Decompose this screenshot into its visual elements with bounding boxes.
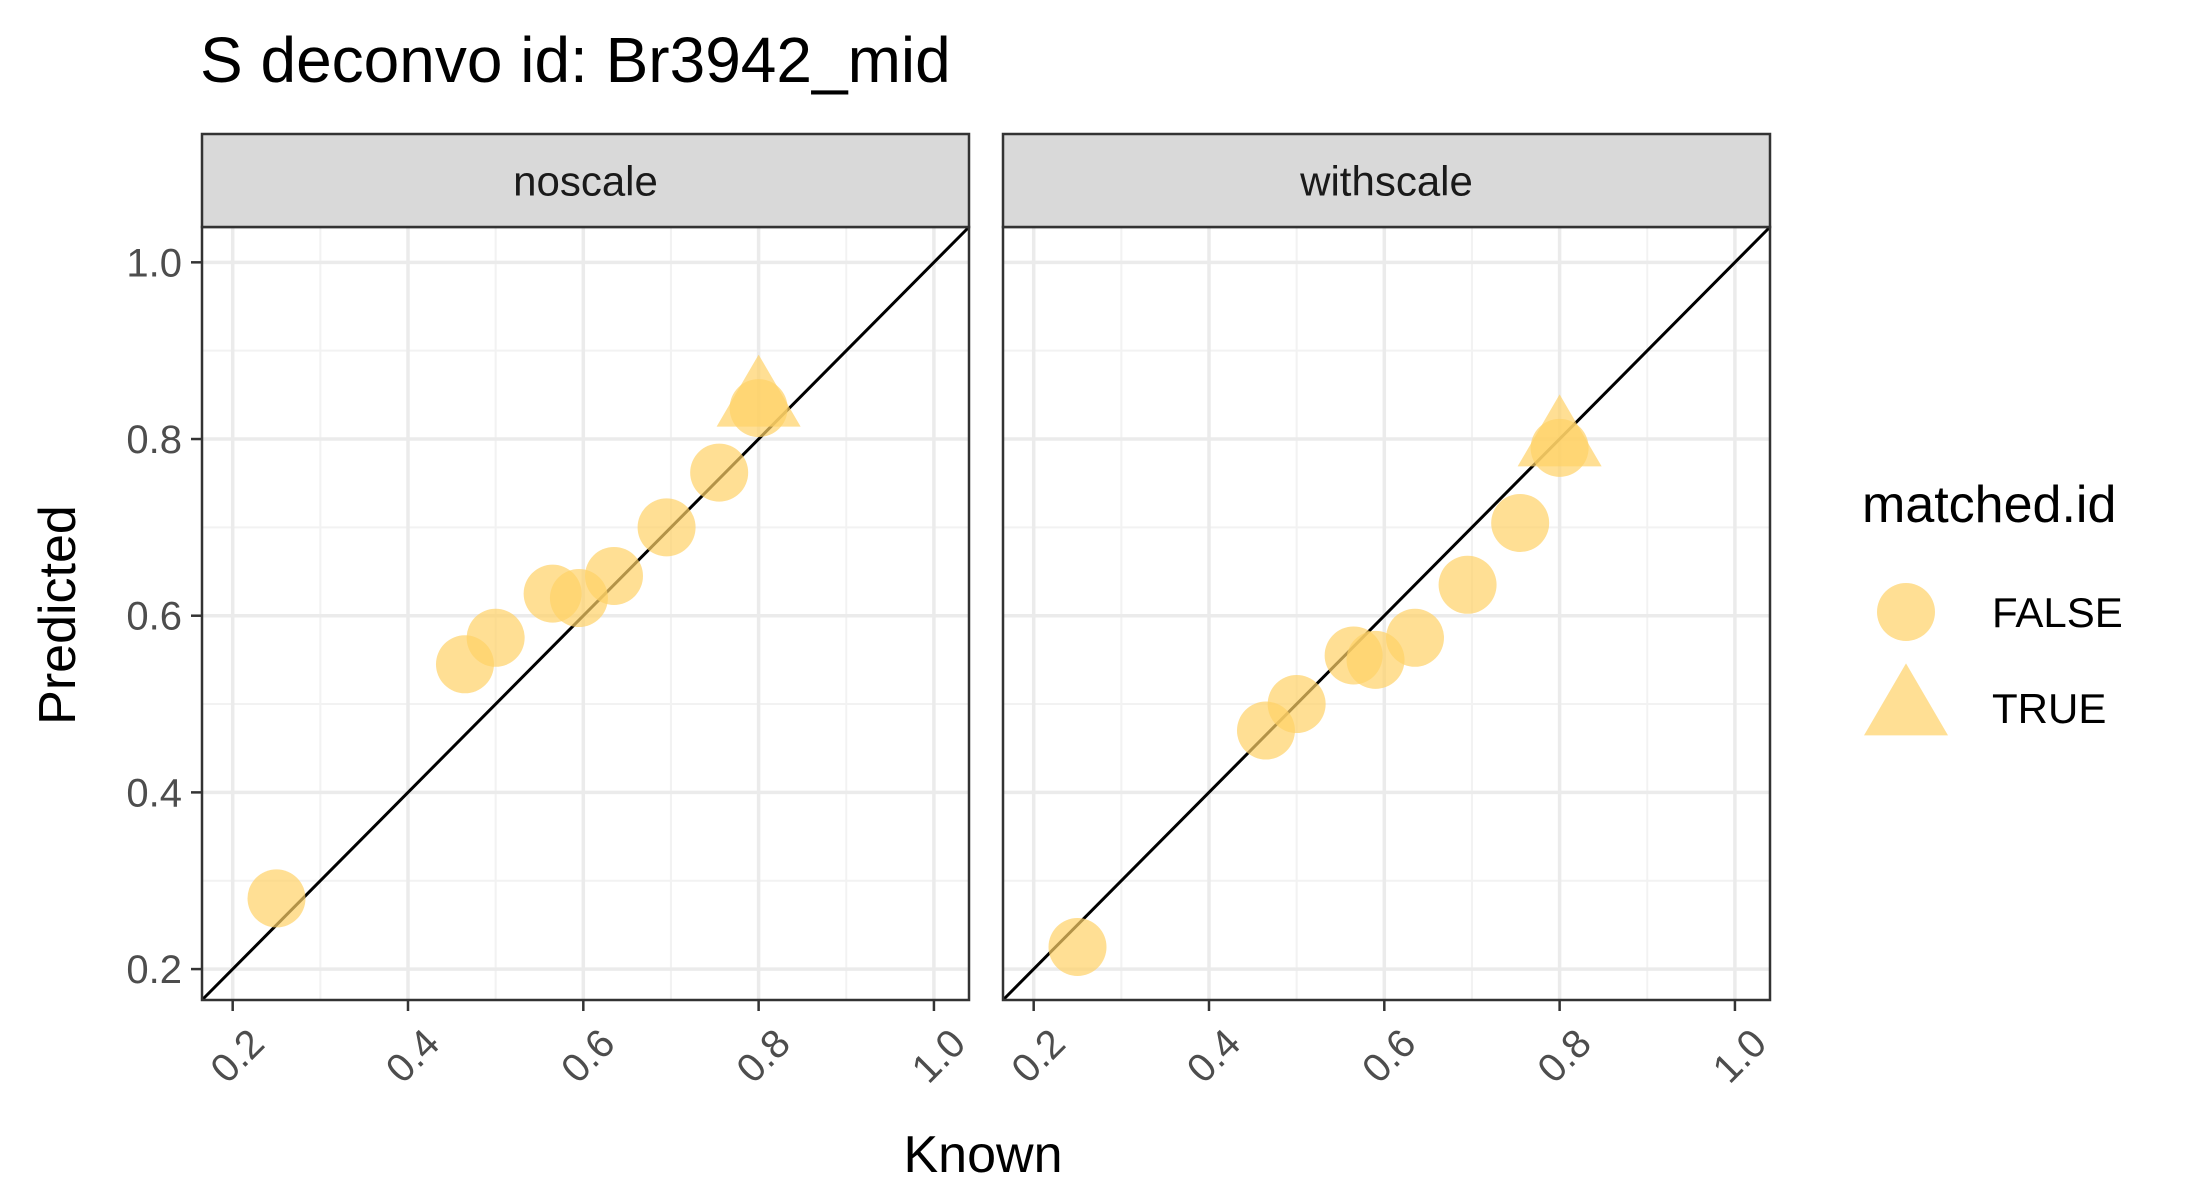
y-tick-label: 0.2 [126, 948, 182, 992]
data-point-false [1491, 493, 1550, 552]
data-point-false [637, 498, 696, 557]
data-point-false [1385, 608, 1444, 667]
data-point-true [716, 354, 801, 427]
facet-strip [1001, 132, 1772, 229]
data-point-false [247, 869, 306, 928]
legend: matched.id FALSE TRUE [1862, 476, 2123, 736]
y-axis-title: Predicted [29, 505, 87, 725]
data-point-false [690, 443, 749, 502]
legend-label: TRUE [1992, 685, 2106, 732]
y-tick-label: 0.6 [126, 595, 182, 639]
legend-key-triangle [1864, 663, 1948, 736]
facet-strip-label: withscale [1299, 158, 1473, 205]
x-axis-title: Known [904, 1126, 1063, 1184]
chart-title: S deconvo id: Br3942_mid [200, 24, 951, 96]
facet-strip-label: noscale [513, 158, 658, 205]
data-point-true [1517, 394, 1602, 467]
data-point-false [1267, 675, 1326, 734]
data-point-false [1048, 917, 1107, 976]
data-point-false [466, 608, 525, 667]
data-point-false [584, 546, 643, 605]
y-tick-label: 0.4 [126, 771, 182, 815]
legend-title: matched.id [1862, 476, 2116, 534]
data-point-false [1438, 555, 1497, 614]
legend-label: FALSE [1992, 589, 2123, 636]
identity-line [1001, 225, 1772, 1002]
legend-key-circle [1877, 583, 1935, 641]
facet-strip [200, 132, 971, 229]
y-tick-label: 0.8 [126, 418, 182, 462]
y-axis: 0.2 0.4 0.6 0.8 1.0 [126, 241, 202, 992]
y-tick-label: 1.0 [126, 241, 182, 285]
